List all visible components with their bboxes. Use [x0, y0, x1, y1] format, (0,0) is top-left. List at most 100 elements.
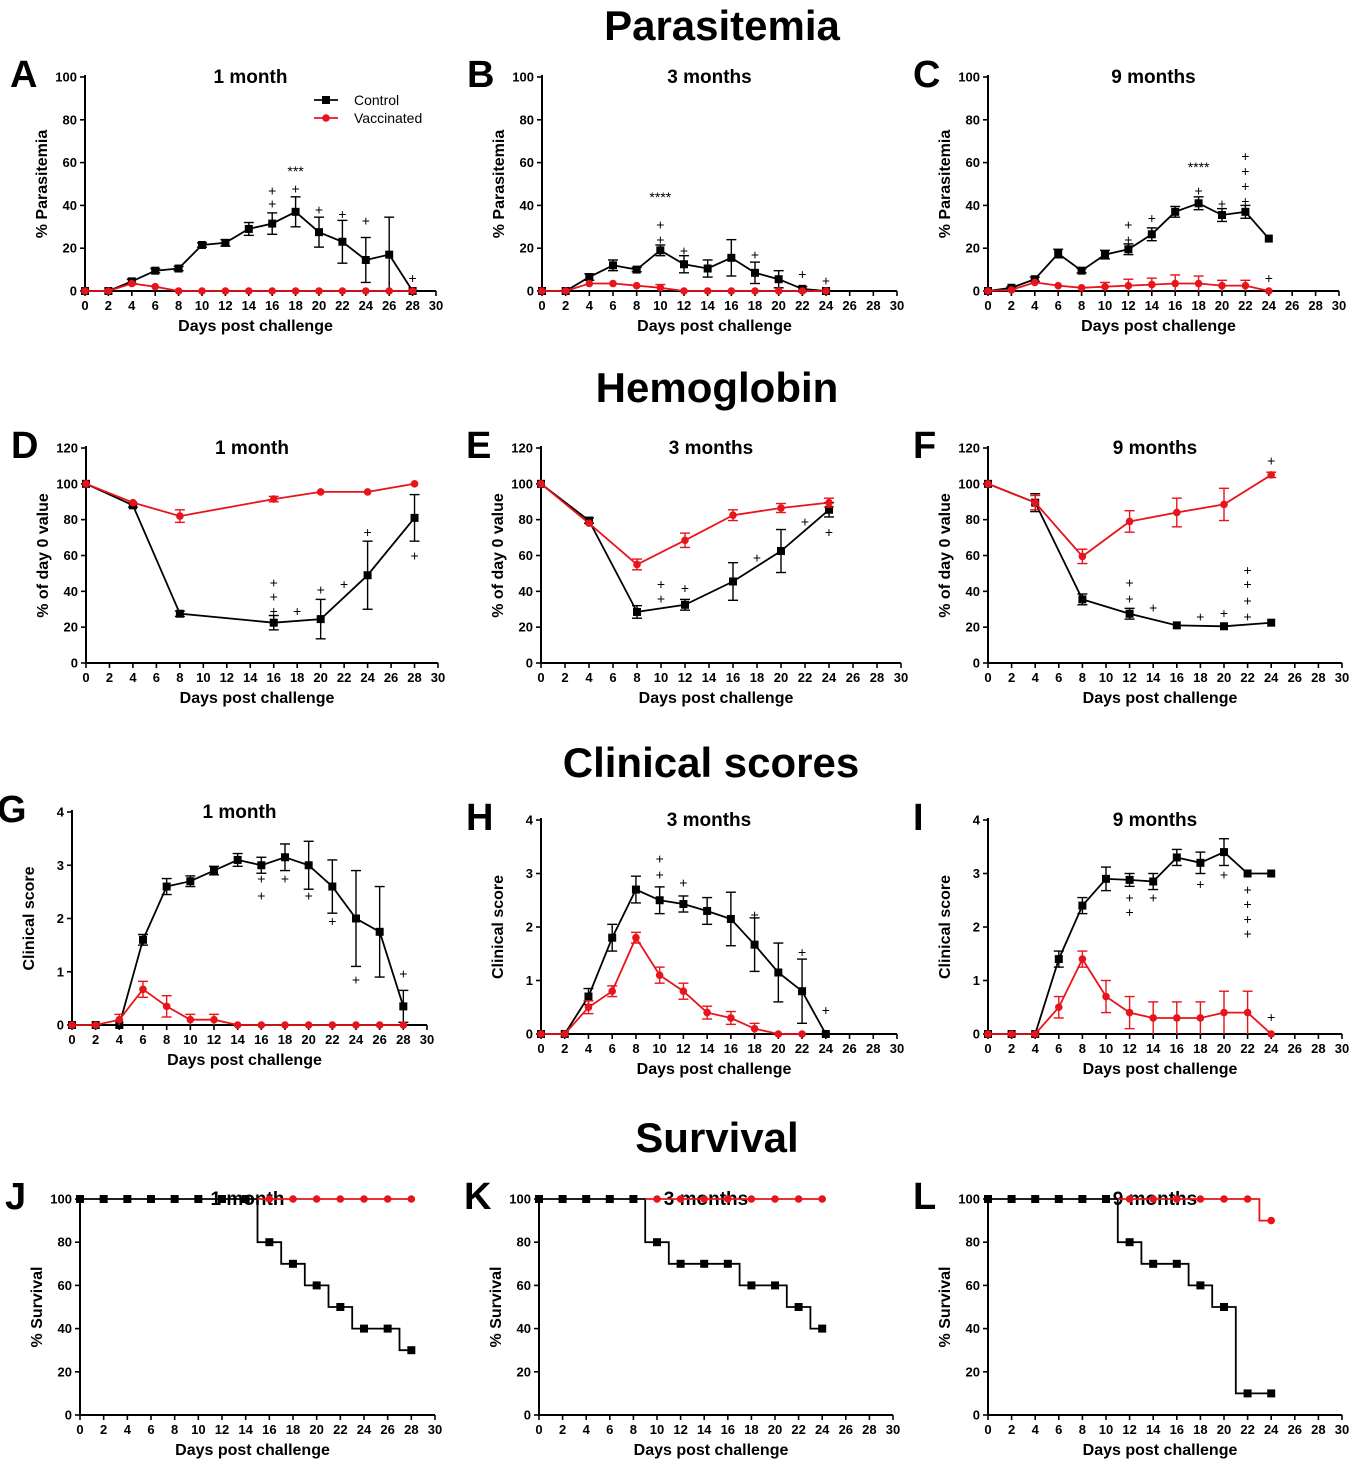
significance-plus: +	[1244, 896, 1252, 912]
x-tick-label: 0	[984, 1422, 991, 1437]
x-tick-label: 4	[1031, 298, 1039, 313]
data-point	[729, 577, 737, 586]
data-point	[1149, 877, 1158, 886]
x-tick-label: 0	[984, 1041, 991, 1056]
data-point	[1267, 1030, 1275, 1038]
data-point	[352, 914, 360, 923]
data-point	[1031, 1195, 1040, 1203]
y-tick-label: 60	[520, 155, 534, 170]
data-point	[750, 1024, 759, 1033]
significance-plus: +	[317, 582, 325, 598]
data-point	[1149, 1014, 1157, 1022]
significance-plus: +	[305, 888, 313, 904]
data-point	[162, 1002, 171, 1011]
data-point	[585, 519, 593, 528]
section-title-clinical-scores: Clinical scores	[563, 739, 859, 786]
data-point	[312, 1281, 321, 1290]
x-tick-label: 0	[68, 1032, 75, 1047]
y-tick-label: 20	[58, 1364, 72, 1379]
data-point	[291, 207, 300, 216]
data-point	[139, 935, 147, 944]
significance-plus: +	[1196, 608, 1204, 624]
significance-plus: +	[753, 549, 761, 565]
x-tick-label: 16	[1170, 1422, 1184, 1437]
x-tick-label: 12	[1122, 670, 1136, 685]
x-tick-label: 2	[1008, 1422, 1015, 1437]
legend-marker-vaccinated	[322, 114, 330, 122]
data-point	[1241, 281, 1250, 290]
data-point	[774, 275, 783, 284]
data-point	[316, 488, 325, 496]
x-axis-label: Days post challenge	[178, 318, 333, 335]
x-tick-label: 6	[609, 670, 616, 685]
data-point	[268, 287, 277, 295]
x-tick-label: 30	[886, 1422, 900, 1437]
data-point	[221, 287, 230, 295]
data-point	[1125, 1008, 1134, 1017]
x-tick-label: 16	[1170, 1041, 1184, 1056]
data-point	[633, 560, 641, 569]
x-tick-label: 12	[677, 298, 691, 313]
x-tick-label: 10	[650, 1422, 664, 1437]
y-tick-label: 4	[57, 805, 65, 820]
x-tick-label: 12	[676, 1041, 690, 1056]
x-tick-label: 20	[309, 1422, 323, 1437]
significance-plus: +	[338, 206, 346, 222]
y-tick-label: 0	[973, 656, 980, 671]
significance-plus: +	[1196, 876, 1204, 892]
data-point	[244, 224, 253, 233]
data-point	[410, 513, 419, 522]
x-tick-label: 18	[747, 1041, 761, 1056]
data-point	[1125, 517, 1134, 526]
data-point	[68, 1021, 76, 1029]
data-point	[655, 971, 664, 979]
data-point	[679, 899, 688, 908]
data-point	[281, 1021, 289, 1029]
data-point	[162, 882, 171, 891]
x-tick-label: 0	[76, 1422, 83, 1437]
data-point	[1078, 595, 1087, 604]
data-point	[703, 906, 712, 915]
data-point	[291, 287, 300, 295]
data-point	[151, 282, 159, 291]
y-tick-label: 80	[520, 112, 534, 127]
data-point	[729, 511, 737, 519]
data-point	[727, 287, 736, 295]
data-point	[210, 866, 218, 875]
series-control	[538, 238, 830, 295]
data-point	[1243, 1195, 1252, 1203]
data-point	[289, 1259, 297, 1268]
x-tick-label: 8	[1078, 298, 1085, 313]
y-tick-label: 20	[64, 620, 78, 635]
significance-plus: +	[822, 272, 830, 288]
x-tick-label: 2	[100, 1422, 107, 1437]
x-tick-label: 14	[1146, 1041, 1161, 1056]
y-tick-label: 40	[966, 584, 980, 599]
x-tick-label: 22	[1240, 670, 1254, 685]
series-line	[988, 1198, 1272, 1395]
y-axis-label: Clinical score	[21, 866, 38, 970]
data-point	[656, 246, 665, 255]
x-tick-label: 10	[1099, 670, 1113, 685]
y-tick-label: 0	[65, 1408, 72, 1423]
data-point	[289, 1195, 297, 1203]
x-tick-label: 4	[116, 1032, 124, 1047]
x-tick-label: 12	[673, 1422, 687, 1437]
x-tick-label: 26	[372, 1032, 386, 1047]
x-tick-label: 22	[335, 298, 349, 313]
y-tick-label: 20	[520, 241, 534, 256]
significance-plus: +	[270, 574, 278, 590]
x-tick-label: 2	[105, 298, 112, 313]
x-tick-label: 18	[744, 1422, 758, 1437]
data-point	[1196, 1195, 1205, 1203]
y-tick-label: 3	[526, 866, 533, 881]
panel-title: 3 months	[667, 67, 751, 88]
data-point	[1102, 992, 1110, 1001]
x-tick-label: 4	[1032, 1422, 1040, 1437]
y-tick-label: 80	[966, 512, 980, 527]
data-point	[316, 615, 325, 624]
data-point	[1125, 609, 1134, 618]
